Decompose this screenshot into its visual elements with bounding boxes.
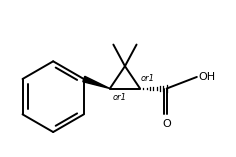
Text: or1: or1 [141,74,155,83]
Text: OH: OH [198,72,215,82]
Text: or1: or1 [113,93,127,102]
Polygon shape [83,76,110,89]
Text: O: O [162,119,171,129]
